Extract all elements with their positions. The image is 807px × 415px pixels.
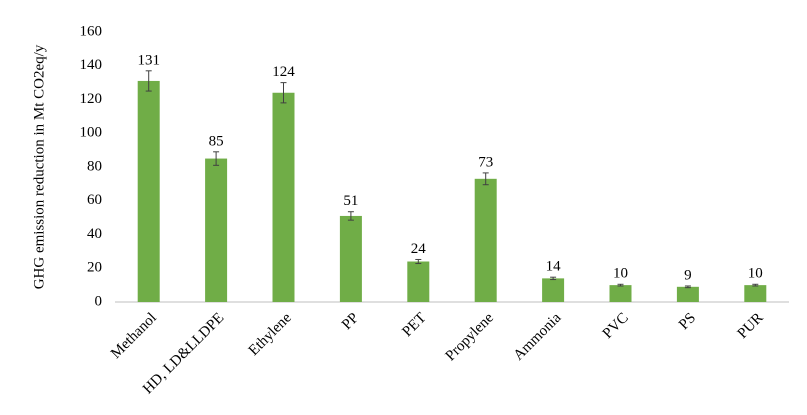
y-axis-label: GHG emission reduction in Mt CO2eq/y [31,44,47,289]
x-tick-label: Ethylene [246,310,295,359]
data-label: 85 [209,133,224,149]
error-bar [280,82,287,104]
x-tick-label: PS [676,310,699,333]
bar [137,80,160,302]
y-tick-label: 40 [87,226,102,242]
y-tick-label: 60 [87,192,102,208]
data-label: 14 [546,259,562,275]
bar [474,178,497,302]
y-tick-label: 80 [87,158,102,174]
error-bar [145,70,152,92]
data-label: 124 [272,64,295,80]
data-label: 10 [748,266,763,282]
bar [205,158,228,302]
data-label: 9 [684,267,692,283]
x-tick-label: PUR [735,310,767,342]
bar [339,215,362,302]
x-tick-label: Methanol [108,310,160,362]
y-tick-label: 0 [95,293,103,309]
data-label: 131 [137,52,160,68]
y-tick-label: 20 [87,260,102,276]
bar [676,286,699,302]
error-bar [213,151,220,166]
y-tick-label: 120 [80,91,103,107]
y-tick-label: 100 [80,125,103,141]
bar [272,92,295,302]
error-bar [482,172,489,186]
error-bar [550,276,557,281]
error-bar [347,211,354,221]
bar [542,278,565,302]
x-tick-label: PP [339,310,362,333]
error-bar [684,285,691,289]
data-label: 51 [343,193,358,209]
x-tick-label: PET [399,310,429,340]
data-label: 73 [478,154,493,170]
bar [744,285,767,302]
error-bar [415,258,422,265]
x-tick-label: PVC [600,310,632,342]
x-tick-label: Propylene [443,310,498,365]
y-tick-label: 160 [80,23,103,39]
error-bar [752,283,759,287]
bar [609,285,632,302]
error-bar [617,283,624,287]
x-tick-label: Ammonia [511,310,565,364]
y-tick-label: 140 [80,57,103,73]
data-label: 10 [613,266,628,282]
bar [407,261,430,302]
data-label: 24 [411,241,427,257]
